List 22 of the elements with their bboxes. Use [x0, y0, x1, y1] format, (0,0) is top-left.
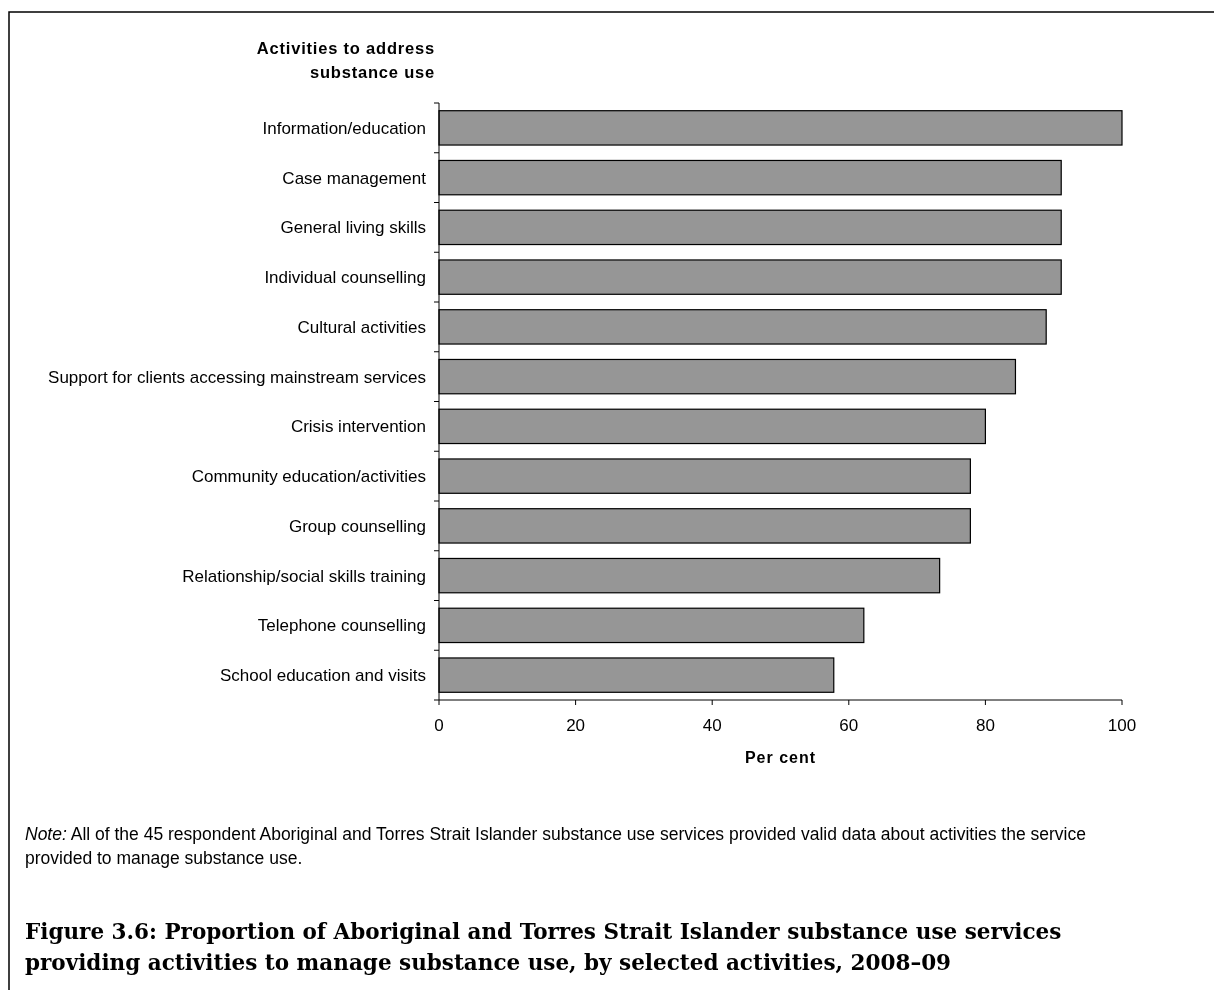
y-tick-label: Telephone counselling: [257, 616, 426, 636]
x-tick-label: 0: [434, 715, 444, 735]
y-tick-label: Community education/activities: [191, 467, 426, 487]
y-tick-label: Crisis intervention: [290, 417, 426, 437]
y-tick-label: Information/education: [262, 118, 426, 138]
y-tick-label: General living skills: [280, 218, 426, 238]
y-tick-label: Group counselling: [288, 516, 426, 536]
x-tick-label: 100: [1107, 715, 1137, 735]
y-tick-label: Cultural activities: [297, 317, 426, 337]
y-axis-title: Activities to address substance use: [256, 39, 435, 81]
y-tick-label: Relationship/social skills training: [182, 566, 426, 586]
x-tick-label: 80: [975, 715, 995, 735]
text: Figure 3.6: Proportion of Aboriginal and Torres Strait Islander substance use services providing activities to manage substance use, by selected activities, 2008–09: [25, 919, 1062, 975]
y-tick-label: Individual counselling: [264, 268, 426, 288]
x-tick-label: 40: [702, 715, 722, 735]
y-tick-label: School education and visits: [219, 666, 426, 686]
y-tick-label: Case management: [282, 168, 427, 188]
x-tick-label: 20: [566, 715, 586, 735]
text: Note: All of the 45 respondent Aboriginal and Torres Strait Islander substance use services provided valid data about activities the service provided to manage substance use.: [25, 824, 1086, 868]
x-tick-label: 60: [839, 715, 859, 735]
x-axis-title: Per cent: [744, 749, 817, 766]
y-tick-label: Support for clients accessing mainstream services: [48, 367, 426, 387]
